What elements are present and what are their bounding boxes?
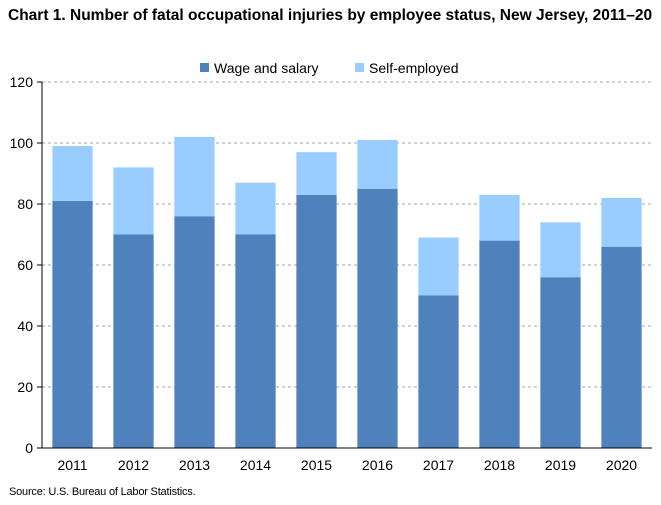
bar-wage-and-salary-2019 bbox=[540, 277, 581, 448]
legend-label: Wage and salary bbox=[214, 60, 319, 76]
x-tick-label: 2013 bbox=[179, 457, 210, 473]
legend-swatch bbox=[355, 63, 364, 72]
x-tick-label: 2012 bbox=[118, 457, 149, 473]
bar-self-employed-2016 bbox=[357, 139, 398, 189]
bar-wage-and-salary-2013 bbox=[174, 216, 215, 448]
bar-self-employed-2013 bbox=[174, 136, 215, 217]
axes: 0 20 40 60 80 100 120 2011 2012 2013 2014 2015 2016 2… bbox=[10, 74, 652, 473]
bar-wage-and-salary-2014 bbox=[235, 234, 276, 448]
x-tick-label: 2015 bbox=[301, 457, 332, 473]
bar-self-employed-2015 bbox=[296, 152, 337, 195]
x-tick-label: 2018 bbox=[484, 457, 515, 473]
y-tick-label: 120 bbox=[10, 74, 34, 90]
legend-swatch bbox=[200, 63, 209, 72]
x-tick-label: 2014 bbox=[240, 457, 271, 473]
bar-self-employed-2019 bbox=[540, 222, 581, 278]
y-tick-label: 20 bbox=[17, 379, 33, 395]
y-tick-label: 40 bbox=[17, 318, 33, 334]
bar-wage-and-salary-2016 bbox=[357, 188, 398, 448]
y-tick-label: 60 bbox=[17, 257, 33, 273]
legend: Wage and salary Self-employed bbox=[200, 60, 459, 76]
x-tick-label: 2016 bbox=[362, 457, 393, 473]
chart-title: Chart 1. Number of fatal occupational in… bbox=[8, 7, 653, 24]
bar-wage-and-salary-2017 bbox=[418, 295, 459, 448]
bar-wage-and-salary-2011 bbox=[52, 200, 93, 448]
bar-self-employed-2012 bbox=[113, 167, 154, 235]
x-tick-label: 2011 bbox=[57, 457, 87, 473]
bar-wage-and-salary-2020 bbox=[601, 246, 642, 448]
bar-self-employed-2020 bbox=[601, 197, 642, 247]
y-tick-label: 100 bbox=[10, 135, 34, 151]
x-tick-label: 2019 bbox=[545, 457, 576, 473]
y-tick-label: 80 bbox=[17, 196, 33, 212]
x-tick-label: 2017 bbox=[423, 457, 454, 473]
bar-self-employed-2014 bbox=[235, 182, 276, 235]
bar-self-employed-2018 bbox=[479, 194, 520, 241]
source-note: Source: U.S. Bureau of Labor Statistics. bbox=[9, 486, 196, 498]
y-tick-label: 0 bbox=[25, 440, 33, 456]
bar-wage-and-salary-2018 bbox=[479, 240, 520, 448]
bar-wage-and-salary-2015 bbox=[296, 194, 337, 448]
bar-wage-and-salary-2012 bbox=[113, 234, 154, 448]
bars bbox=[52, 136, 642, 448]
legend-label: Self-employed bbox=[369, 60, 459, 76]
x-tick-label: 2020 bbox=[606, 457, 637, 473]
bar-self-employed-2017 bbox=[418, 237, 459, 296]
bar-self-employed-2011 bbox=[52, 146, 93, 201]
